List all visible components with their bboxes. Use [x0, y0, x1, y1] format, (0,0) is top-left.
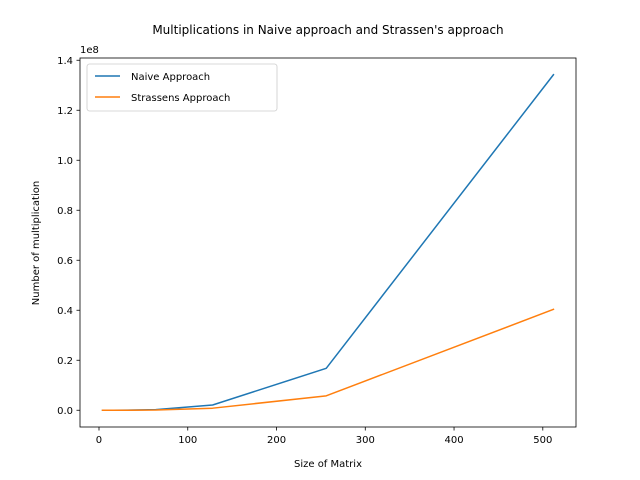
y-tick-label: 0.2: [57, 356, 73, 367]
y-tick-label: 0.8: [57, 206, 73, 217]
y-tick-label: 0.4: [57, 306, 73, 317]
chart-title: Multiplications in Naive approach and St…: [152, 23, 503, 37]
y-axis-label: Number of multiplication: [31, 181, 42, 305]
x-tick-label: 500: [533, 435, 552, 446]
y-tick-label: 0.0: [57, 406, 73, 417]
series-line-2: [101, 308, 555, 411]
legend-label-1: Naive Approach: [131, 72, 210, 83]
y-tick-label: 0.6: [57, 256, 73, 267]
x-tick-label: 300: [356, 435, 375, 446]
x-tick-label: 400: [444, 435, 463, 446]
axes-frame: [79, 57, 577, 428]
legend-box: [86, 63, 278, 112]
x-axis-label: Size of Matrix: [294, 459, 362, 470]
y-tick-label: 1.0: [57, 156, 73, 167]
plot-area: 0 100 200 300 400 500 0.0 0.2 0.4 0.6 0.8 1.0 1.2 1.4…: [57, 56, 577, 446]
x-tick-label: 0: [96, 435, 102, 446]
x-tick-label: 100: [178, 435, 197, 446]
x-tick-label: 200: [267, 435, 286, 446]
legend-label-2: Strassens Approach: [131, 93, 230, 104]
y-offset-label: 1e8: [80, 45, 99, 56]
y-tick-label: 1.2: [57, 106, 73, 117]
y-tick-label: 1.4: [57, 56, 73, 67]
